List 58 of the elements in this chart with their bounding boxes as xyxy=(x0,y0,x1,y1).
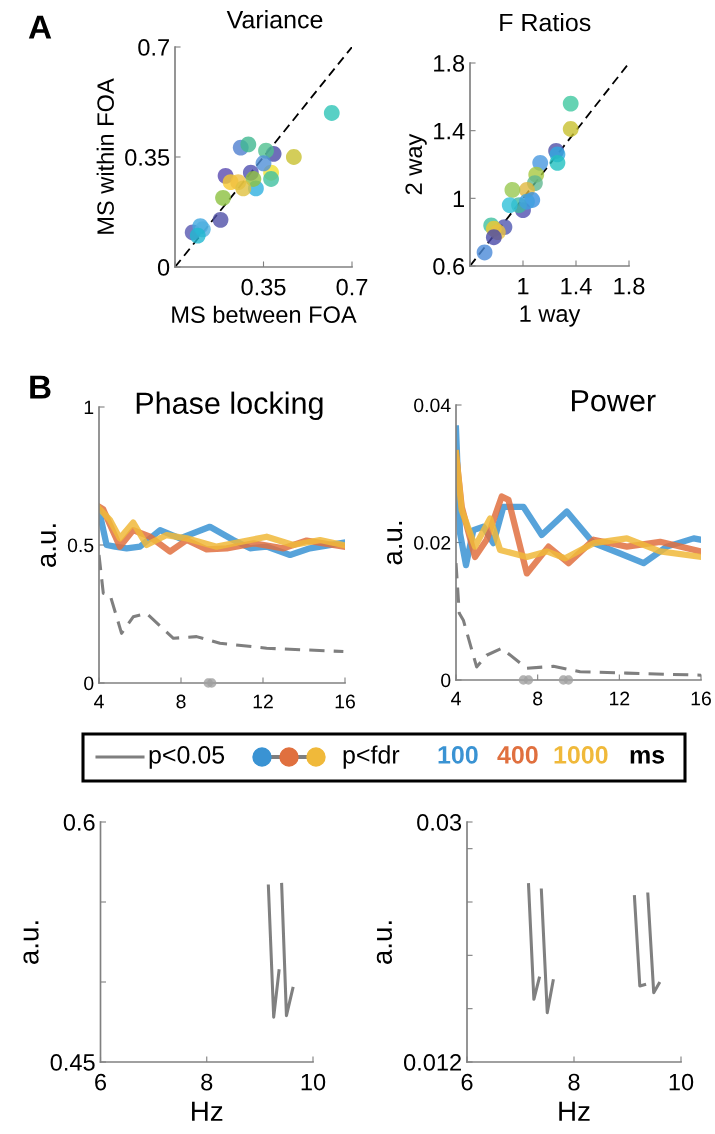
y-tick-label: 0.04 xyxy=(414,398,451,413)
x-axis-title: MS between FOA xyxy=(172,305,357,324)
text: B xyxy=(30,375,51,399)
y-axis-title: 2 way xyxy=(405,133,427,195)
text: 100 xyxy=(438,746,478,764)
x-tick-label: 8 xyxy=(568,1073,580,1091)
y-tick-label: 0.02 xyxy=(414,535,451,550)
x-axis-title: 1 way xyxy=(520,305,581,327)
y-tick-label: 0.7 xyxy=(138,39,169,56)
x-tick-label: 16 xyxy=(335,694,355,709)
x-axis-title: Hz xyxy=(559,1101,590,1121)
x-tick-label: 12 xyxy=(610,691,630,706)
text: ms xyxy=(630,750,665,764)
text: p<fdr xyxy=(343,745,400,769)
x-tick-label: 1.4 xyxy=(561,277,592,295)
x-axis-title: Hz xyxy=(192,1101,223,1121)
x-tick-label: 4 xyxy=(94,694,104,709)
y-tick-label: 0.012 xyxy=(403,1054,461,1071)
x-tick-label: 8 xyxy=(176,694,186,709)
y-axis-title: a.u. xyxy=(387,521,403,565)
x-tick-label: 1 xyxy=(518,277,529,295)
y-tick-label: 0.45 xyxy=(50,1054,95,1071)
y-tick-label: 0.5 xyxy=(67,538,94,553)
text: p<0.05 xyxy=(149,746,225,769)
y-axis-title: a.u. xyxy=(23,921,39,964)
x-tick-label: 10 xyxy=(301,1073,326,1091)
x-tick-label: 4 xyxy=(451,691,461,706)
x-tick-label: 8 xyxy=(533,691,543,706)
y-tick-label: 0 xyxy=(84,676,94,691)
x-tick-label: 8 xyxy=(201,1073,213,1091)
x-tick-label: 0.7 xyxy=(336,278,368,296)
chart-title: Variance xyxy=(226,10,323,29)
y-tick-label: 0.03 xyxy=(417,814,462,831)
x-tick-label: 10 xyxy=(669,1073,694,1091)
x-tick-label: 6 xyxy=(461,1073,473,1091)
chart-title: Power xyxy=(572,390,656,412)
chart-title: Phase locking xyxy=(136,391,323,421)
y-tick-label: 1.8 xyxy=(434,55,465,72)
text: 1000 xyxy=(554,746,608,764)
y-axis-title: a.u. xyxy=(40,524,57,567)
x-tick-label: 0.35 xyxy=(241,278,286,296)
y-tick-label: 0 xyxy=(157,259,170,276)
y-axis-title: a.u. xyxy=(376,921,393,964)
y-axis-title: MS within FOA xyxy=(96,78,114,234)
x-tick-label: 6 xyxy=(95,1073,107,1091)
y-tick-label: 0.35 xyxy=(125,149,170,166)
y-tick-label: 1.4 xyxy=(434,122,465,140)
y-tick-label: 0 xyxy=(441,673,451,688)
x-tick-label: 16 xyxy=(691,691,711,706)
chart-title: F Ratios xyxy=(500,12,591,32)
x-tick-label: 1.8 xyxy=(614,277,645,295)
y-tick-label: 0.6 xyxy=(63,814,95,831)
x-tick-label: 12 xyxy=(253,694,273,709)
y-tick-label: 1 xyxy=(84,400,94,415)
text: A xyxy=(28,15,52,39)
text: 400 xyxy=(497,746,538,764)
y-tick-label: 0.6 xyxy=(433,258,465,275)
y-tick-label: 1 xyxy=(453,190,464,207)
